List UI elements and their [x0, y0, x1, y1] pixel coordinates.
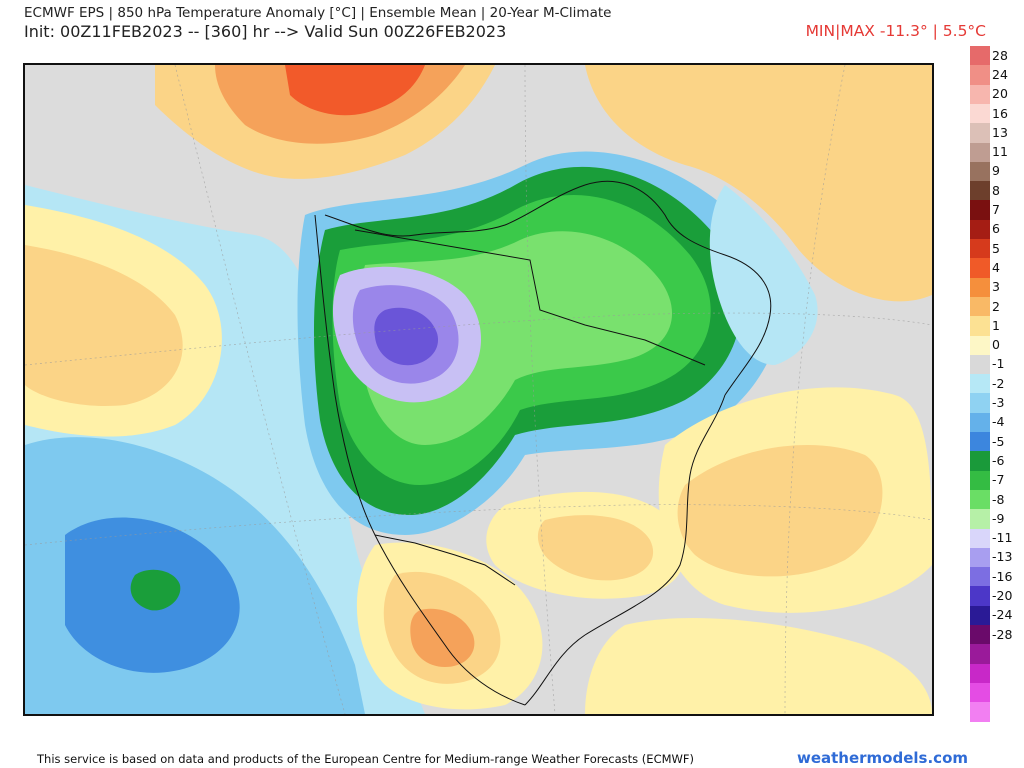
legend-label: 6	[992, 221, 1000, 237]
caribbean-warm-region	[585, 617, 932, 714]
legend-swatch	[970, 451, 990, 472]
legend-swatch	[970, 702, 990, 722]
legend-swatch	[970, 181, 990, 201]
legend-swatch	[970, 316, 990, 336]
legend-label: 13	[992, 124, 1008, 140]
legend-swatch	[970, 528, 990, 549]
greenland-cool-edge	[709, 185, 818, 365]
arctic-red-region	[285, 65, 425, 116]
legend-swatch	[970, 258, 990, 279]
init-valid-line: Init: 00Z11FEB2023 -- [360] hr --> Valid…	[24, 22, 507, 41]
purple-dark-core	[374, 307, 439, 366]
legend-label: -7	[992, 472, 1005, 488]
legend-swatch	[970, 489, 990, 510]
legend-swatch	[970, 586, 990, 607]
brand-link[interactable]: weathermodels.com	[796, 749, 968, 767]
greenland-warm-region	[585, 65, 932, 302]
legend-swatch	[970, 103, 990, 124]
legend-swatch	[970, 84, 990, 105]
legend-label: 16	[992, 105, 1008, 121]
legend-label: -6	[992, 452, 1005, 468]
legend-swatch	[970, 161, 990, 182]
pacific-green-spot	[130, 569, 181, 611]
legend-swatch	[970, 567, 990, 587]
legend-label: -20	[992, 588, 1013, 604]
legend-label: 0	[992, 337, 1000, 353]
legend-label: 11	[992, 144, 1008, 160]
legend-swatch	[970, 432, 990, 452]
legend-swatch	[970, 335, 990, 356]
legend-swatch	[970, 374, 990, 394]
legend-label: -13	[992, 549, 1013, 565]
legend-label: -2	[992, 375, 1005, 391]
legend-swatch	[970, 412, 990, 433]
legend-swatch	[970, 296, 990, 317]
legend-swatch	[970, 547, 990, 568]
legend-label: 3	[992, 279, 1000, 295]
coastlines	[314, 180, 772, 706]
legend-label: 20	[992, 86, 1008, 102]
legend-swatch	[970, 46, 990, 66]
legend-swatch	[970, 65, 990, 86]
legend-swatch	[970, 142, 990, 163]
legend-label: 5	[992, 240, 1000, 256]
legend-label: 7	[992, 202, 1000, 218]
legend-label: -1	[992, 356, 1005, 372]
legend-swatch	[970, 625, 990, 645]
legend-label: -5	[992, 433, 1005, 449]
legend-swatch	[970, 470, 990, 491]
legend-swatch	[970, 644, 990, 665]
legend-label: 24	[992, 66, 1008, 82]
legend-swatch	[970, 277, 990, 298]
legend-label: -16	[992, 568, 1013, 584]
min-max-readout: MIN|MAX -11.3° | 5.5°C	[805, 22, 986, 40]
pacific-warm-mid-region	[25, 245, 183, 406]
legend-swatch	[970, 605, 990, 626]
anomaly-map	[23, 63, 934, 716]
legend-swatch	[970, 393, 990, 414]
legend-swatch	[970, 682, 990, 703]
legend-label: 9	[992, 163, 1000, 179]
legend-label: 8	[992, 182, 1000, 198]
legend-swatch	[970, 509, 990, 529]
legend-label: -4	[992, 414, 1005, 430]
legend-label: 1	[992, 317, 1000, 333]
legend-label: 28	[992, 47, 1008, 63]
legend-swatch	[970, 219, 990, 240]
legend-swatch	[970, 354, 990, 375]
legend-label: 2	[992, 298, 1000, 314]
legend-swatch	[970, 663, 990, 684]
color-legend: 28 24 20 16 13 11 9 8 7 6 5 4 3 2 1 0 -1 -2 -3 -4 -5 -6 -7 -8 -9…	[968, 46, 1024, 722]
legend-label: -11	[992, 530, 1013, 546]
graticule	[25, 65, 932, 714]
southeast-us-warm-mid	[537, 515, 654, 581]
legend-label: -3	[992, 395, 1005, 411]
legend-swatch	[970, 239, 990, 259]
legend-swatch	[970, 200, 990, 221]
anomaly-map-svg	[25, 65, 932, 714]
chart-title: ECMWF EPS | 850 hPa Temperature Anomaly …	[24, 5, 612, 21]
legend-label: -28	[992, 626, 1013, 642]
legend-swatch	[970, 123, 990, 143]
legend-label: -9	[992, 510, 1005, 526]
legend-label: 4	[992, 259, 1000, 275]
legend-label: -8	[992, 491, 1005, 507]
attribution-text: This service is based on data and produc…	[37, 752, 694, 766]
mexico-orange-core	[410, 608, 475, 667]
atlantic-warm-mid-region	[677, 445, 883, 577]
legend-label: -24	[992, 607, 1013, 623]
